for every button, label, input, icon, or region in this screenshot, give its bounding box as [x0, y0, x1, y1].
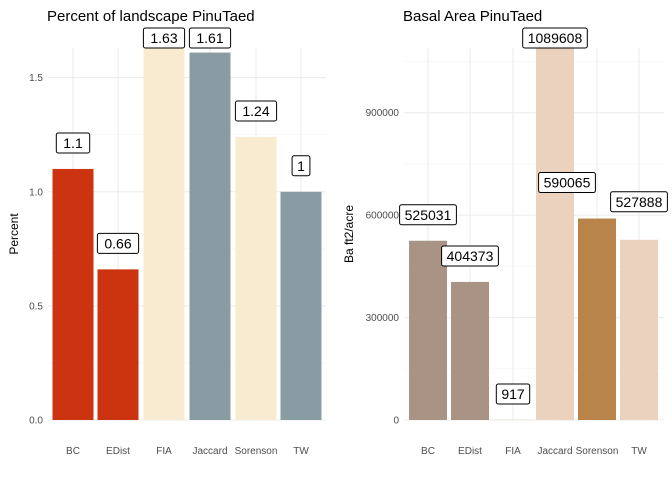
data-label: 525031 — [399, 204, 457, 226]
bar-tw — [280, 191, 322, 420]
x-tick-label: EDist — [106, 446, 130, 457]
data-label-text: 0.66 — [104, 235, 131, 251]
chart-basal-area: Basal Area PinuTaed Ba ft2/acre 0 300000 6… — [342, 8, 668, 457]
bar-edist — [451, 281, 489, 420]
x-tick-label: EDist — [458, 446, 482, 457]
y-tick-label: 1.5 — [29, 73, 43, 84]
y-tick-label: 0.5 — [29, 301, 43, 312]
data-label-box — [234, 100, 278, 122]
data-label-text: 917 — [501, 386, 525, 402]
y-axis-label: Ba ft2/acre — [342, 205, 356, 263]
data-label: 917 — [495, 383, 531, 405]
data-label-text: 1.63 — [150, 30, 177, 46]
x-tick-label: FIA — [156, 446, 172, 457]
x-tick-label: Sorenson — [235, 446, 278, 457]
data-label-text: 404373 — [447, 248, 494, 264]
bar-jaccard — [189, 52, 231, 420]
y-tick-label: 0 — [393, 416, 399, 427]
y-tick-label: 1.0 — [29, 187, 43, 198]
bar-tw — [620, 239, 658, 420]
data-label: 404373 — [441, 245, 499, 267]
x-tick-label: BC — [421, 446, 435, 457]
data-label: 590065 — [538, 172, 596, 194]
data-label: 1.63 — [142, 27, 186, 49]
x-tick-label: TW — [631, 446, 647, 457]
data-label-text: 527888 — [616, 194, 663, 210]
bar-edist — [97, 269, 139, 420]
data-label-text: 1 — [297, 158, 305, 174]
data-label-text: 1.24 — [242, 103, 269, 119]
data-label: 1 — [291, 155, 311, 177]
data-label: 1.24 — [234, 100, 278, 122]
data-label-box — [538, 172, 596, 194]
x-tick-label: Jaccard — [537, 446, 572, 457]
y-tick-label: 600000 — [366, 211, 400, 222]
data-label-text: 1089608 — [528, 30, 583, 46]
bar-bc — [409, 240, 447, 420]
data-label-text: 525031 — [405, 207, 452, 223]
data-label-box — [610, 191, 668, 213]
data-label-text: 1.61 — [196, 30, 223, 46]
chart-percent-of-landscape: Percent of landscape PinuTaed Percent 0.… — [7, 8, 326, 457]
bar-sorenson — [235, 137, 277, 420]
data-label-box — [188, 27, 232, 49]
data-label: 1089608 — [522, 27, 588, 49]
data-label: 1.1 — [55, 132, 91, 154]
y-tick-label: 0.0 — [29, 416, 43, 427]
data-label: 527888 — [610, 191, 668, 213]
bar-fia — [143, 48, 185, 420]
x-tick-label: Sorenson — [576, 446, 619, 457]
y-axis-label: Percent — [7, 213, 21, 255]
data-label-text: 1.1 — [63, 135, 83, 151]
data-label: 0.66 — [96, 232, 140, 254]
bar-bc — [52, 168, 94, 420]
y-tick-label: 300000 — [366, 313, 400, 324]
data-label-box — [96, 232, 140, 254]
data-label-box — [142, 27, 186, 49]
chart-title: Basal Area PinuTaed — [403, 8, 542, 25]
data-label-box — [291, 155, 311, 177]
data-label-box — [495, 383, 531, 405]
chart-title: Percent of landscape PinuTaed — [47, 8, 255, 25]
data-label-box — [399, 204, 457, 226]
data-label: 1.61 — [188, 27, 232, 49]
bar-sorenson — [578, 218, 616, 420]
x-tick-label: BC — [66, 446, 80, 457]
data-label-text: 590065 — [544, 175, 591, 191]
y-tick-label: 900000 — [366, 108, 400, 119]
x-tick-label: Jaccard — [192, 446, 227, 457]
data-label-box — [441, 245, 499, 267]
data-label-box — [55, 132, 91, 154]
bar-jaccard — [536, 48, 574, 420]
x-tick-label: TW — [293, 446, 309, 457]
x-tick-label: FIA — [505, 446, 521, 457]
data-label-box — [522, 27, 588, 49]
